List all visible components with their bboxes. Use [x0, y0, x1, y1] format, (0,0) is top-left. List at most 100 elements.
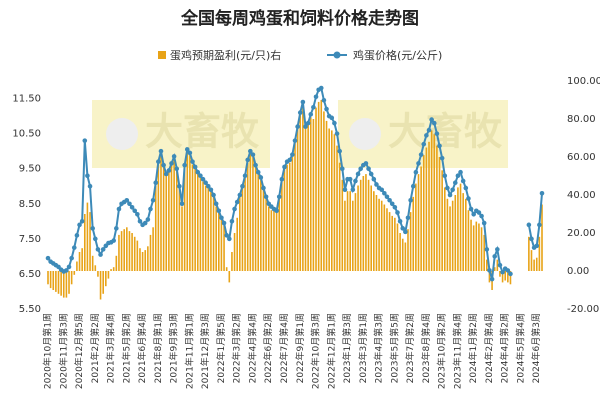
bar [270, 210, 273, 271]
price-point [460, 178, 466, 184]
price-point [145, 217, 151, 222]
price-point [142, 220, 148, 226]
price-point [297, 110, 303, 115]
x-tick-label: 2021年12月第3周 [199, 313, 211, 389]
price-point [382, 190, 387, 196]
bar [488, 271, 491, 283]
bar [470, 219, 472, 271]
bar [173, 158, 175, 271]
bar [457, 187, 459, 271]
price-point [539, 190, 545, 196]
bar [417, 174, 420, 271]
bar [281, 181, 283, 271]
bar [212, 196, 215, 271]
bar [312, 119, 315, 271]
bar [115, 255, 118, 271]
bar [422, 155, 425, 271]
x-tick-label: 2023年4月第3周 [373, 313, 385, 383]
bar [244, 177, 246, 271]
price-point [353, 178, 358, 184]
price-point [303, 124, 308, 129]
bar [89, 212, 91, 271]
watermark: 大畜牧 [388, 110, 503, 154]
y2-tick-label: 100.00 [567, 76, 600, 87]
x-tick-label: 2022年6月第2周 [262, 313, 274, 383]
price-point [437, 143, 442, 149]
bar [260, 179, 262, 271]
bar [107, 271, 110, 279]
price-point [466, 196, 471, 201]
bar [291, 157, 294, 271]
bar [154, 185, 157, 271]
bar [183, 166, 186, 271]
bar [62, 271, 65, 298]
price-point [295, 124, 300, 129]
legend-swatch [333, 51, 341, 59]
price-point [127, 201, 132, 207]
price-point [350, 187, 356, 193]
price-point [534, 243, 540, 249]
bar [507, 271, 509, 283]
price-point [334, 131, 340, 136]
price-point [400, 226, 406, 231]
price-point [508, 271, 513, 277]
bar [443, 187, 446, 271]
x-tick-label: 2022年3月第2周 [231, 313, 243, 383]
price-point [368, 171, 374, 177]
price-point [216, 208, 222, 214]
bar [99, 271, 102, 300]
price-point [274, 208, 279, 214]
bar [367, 179, 370, 271]
x-tick-label: 2020年11月第3周 [57, 313, 69, 389]
price-point [355, 171, 361, 177]
bar [76, 261, 78, 271]
bar [57, 271, 60, 294]
bar [323, 111, 325, 272]
price-point [447, 192, 453, 198]
price-point [148, 206, 153, 212]
price-point [476, 210, 482, 215]
price-point [192, 164, 198, 170]
price-point [529, 236, 534, 242]
price-point [227, 236, 232, 242]
bar [165, 176, 168, 271]
watermark: 大畜牧 [145, 110, 260, 154]
price-point [342, 187, 348, 193]
price-point [358, 166, 363, 171]
bar [181, 206, 183, 271]
price-point [426, 127, 432, 133]
bar [254, 166, 257, 271]
price-point [276, 194, 282, 200]
price-point [347, 176, 353, 182]
y2-tick-label: 20.00 [567, 228, 596, 239]
price-point [329, 115, 335, 121]
x-tick-label: 2021年11月第1周 [183, 313, 195, 389]
bar [139, 248, 141, 271]
bar [315, 107, 317, 271]
price-point [132, 208, 138, 214]
watermark-logo [106, 118, 138, 150]
bar [283, 168, 286, 271]
price-point [395, 210, 400, 215]
price-point [492, 254, 498, 259]
bar [126, 227, 128, 271]
bar [375, 195, 378, 271]
price-point [150, 197, 156, 203]
bar [409, 212, 412, 271]
bar [359, 179, 362, 271]
bar [446, 198, 449, 271]
bar [464, 198, 467, 271]
bar [472, 225, 475, 271]
x-tick-label: 2024年4月第2周 [499, 313, 511, 383]
bar [365, 174, 367, 271]
bar [325, 120, 328, 272]
bar [336, 145, 338, 271]
price-point [313, 94, 319, 100]
legend-item: 鸡蛋价格(元/公斤) [327, 48, 442, 62]
price-point [69, 255, 74, 261]
bar [483, 234, 485, 271]
price-point [300, 99, 306, 105]
price-point [397, 219, 403, 224]
x-tick-label: 2024年6月第3周 [530, 313, 542, 383]
price-point [250, 152, 256, 157]
